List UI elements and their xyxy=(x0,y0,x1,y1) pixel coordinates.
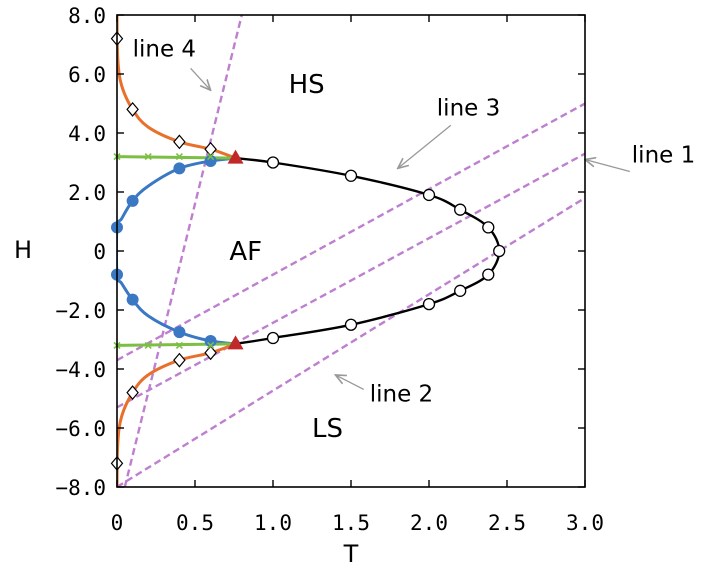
x-tick-label-6: 2.5 xyxy=(488,511,526,535)
series-5-point-2 xyxy=(227,335,244,350)
series-1-curve xyxy=(235,156,501,346)
ticks-layer xyxy=(116,14,586,488)
series-2-point-3 xyxy=(173,162,186,175)
line-2-arrow xyxy=(335,375,365,391)
x-axis-title: T xyxy=(343,540,359,568)
y-tick-label-8: −6.0 xyxy=(55,417,106,441)
series-1-point-4 xyxy=(454,203,467,216)
region-label-ls: LS xyxy=(312,414,343,444)
region-label-hs: HS xyxy=(289,70,325,100)
series-1-point-7 xyxy=(482,268,495,281)
y-axis-title: H xyxy=(14,236,32,264)
y-tick-label-3: 4.0 xyxy=(68,122,106,146)
x-tick-label-2: 0.5 xyxy=(176,511,214,535)
markers-layer xyxy=(110,31,506,471)
x-tick-label-4: 1.5 xyxy=(332,511,370,535)
series-1-point-10 xyxy=(344,318,358,331)
plot-frame xyxy=(116,14,586,488)
line-4-label: line 4 xyxy=(133,36,196,62)
series-2-point-2 xyxy=(126,194,139,207)
line-1-arrow xyxy=(585,160,630,173)
x-tick-label-1: 0 xyxy=(111,511,124,535)
dashed-line-4 xyxy=(123,15,243,487)
series-1-point-3 xyxy=(422,188,436,202)
series-4-point-2 xyxy=(144,153,152,161)
line-3-label: line 3 xyxy=(437,95,500,121)
text-layer: HS AF LS 0 0.5 1.0 1.5 2.0 2.5 3.0 8.0 6.0 4.0 2.0 0 −2… xyxy=(14,4,604,568)
y-tick-label-9: −8.0 xyxy=(55,476,106,500)
annotations-layer: line 1 line 2 line 3 line 4 xyxy=(133,36,696,407)
line-1-label: line 1 xyxy=(632,143,695,169)
series-3-point-5 xyxy=(204,345,217,361)
series-3-point-7 xyxy=(126,385,139,401)
x-tick-label-3: 1.0 xyxy=(254,511,292,535)
y-tick-label-6: −2.0 xyxy=(55,299,106,323)
line-3-arrow xyxy=(398,124,452,168)
x-tick-label-7: 3.0 xyxy=(566,511,604,535)
y-tick-label-2: 6.0 xyxy=(68,63,106,87)
series-4-point-3 xyxy=(175,153,183,161)
series-1-point-11 xyxy=(266,331,280,345)
series-1-point-5 xyxy=(482,221,495,234)
line-2-label: line 2 xyxy=(370,381,433,407)
series-1-point-6 xyxy=(493,244,506,258)
series-3-point-3 xyxy=(173,134,186,150)
series-3-point-2 xyxy=(126,101,139,117)
y-tick-label-4: 2.0 xyxy=(68,181,106,205)
y-tick-label-1: 8.0 xyxy=(68,4,106,28)
series-4-curve xyxy=(117,155,236,160)
series-4-curve-lower xyxy=(117,342,236,347)
region-label-af: AF xyxy=(229,237,262,267)
series-2-point-7 xyxy=(126,293,139,306)
series-3-curve-lower xyxy=(117,342,237,487)
line-4-arrow xyxy=(190,67,211,90)
series-1-point-9 xyxy=(422,297,436,311)
series-2-curve xyxy=(117,156,236,346)
dashed-line-3 xyxy=(117,102,585,362)
series-2-point-4 xyxy=(204,155,217,168)
series-3-point-6 xyxy=(173,352,186,368)
series-4-point-8 xyxy=(207,341,215,349)
series-1-point-1 xyxy=(266,156,280,169)
y-tick-label-7: −4.0 xyxy=(55,358,106,382)
series-5-point-1 xyxy=(227,149,244,164)
series-4-point-6 xyxy=(144,341,152,349)
x-tick-label-5: 2.0 xyxy=(410,511,448,535)
dashed-line-2 xyxy=(117,196,585,487)
series-2-point-5 xyxy=(204,334,217,347)
series-1-point-8 xyxy=(454,284,467,297)
series-4-point-7 xyxy=(175,341,183,349)
series-1-point-2 xyxy=(344,169,358,182)
series-4-point-4 xyxy=(207,153,215,161)
dashed-line-1 xyxy=(117,152,585,409)
y-tick-label-5: 0 xyxy=(93,240,106,264)
series-2-point-6 xyxy=(173,326,186,339)
dashed-lines-layer xyxy=(117,15,585,487)
